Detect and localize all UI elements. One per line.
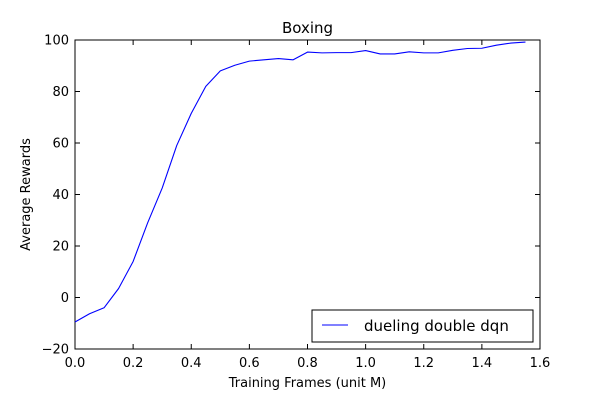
y-tick-label: −20 <box>42 343 69 358</box>
x-tick-label: 0.6 <box>239 356 260 371</box>
x-tick-label: 1.0 <box>355 356 376 371</box>
chart-title: Boxing <box>282 19 333 37</box>
series-layer <box>74 41 526 323</box>
x-tick-label: 1.4 <box>472 356 493 371</box>
y-tick-label: 80 <box>52 85 69 100</box>
x-tick-label: 0.4 <box>181 356 202 371</box>
y-axis-ticks: −20 0 20 40 60 80 100 <box>42 34 540 358</box>
x-tick-label: 1.6 <box>530 356 551 371</box>
y-tick-label: 0 <box>61 291 69 306</box>
y-tick-label: 100 <box>44 34 69 49</box>
legend: dueling double dqn <box>311 309 534 343</box>
y-tick-label: 20 <box>52 240 69 255</box>
legend-label: dueling double dqn <box>364 317 509 335</box>
x-tick-label: 0.8 <box>297 356 318 371</box>
series-line <box>74 41 526 323</box>
x-tick-label: 0.0 <box>65 356 86 371</box>
x-tick-label: 0.2 <box>123 356 144 371</box>
y-tick-label: 60 <box>52 137 69 152</box>
plot-area: 0.0 0.2 0.4 0.6 0.8 1.0 1.2 1.4 1.6 −20 0 20 40 60 80… <box>42 34 551 372</box>
legend-box <box>311 309 534 343</box>
x-axis-ticks: 0.0 0.2 0.4 0.6 0.8 1.0 1.2 1.4 1.6 <box>65 40 551 371</box>
y-axis-label: Average Rewards <box>19 138 34 251</box>
x-tick-label: 1.2 <box>413 356 434 371</box>
x-axis-label: Training Frames (unit M) <box>228 376 387 391</box>
y-tick-label: 40 <box>52 188 69 203</box>
